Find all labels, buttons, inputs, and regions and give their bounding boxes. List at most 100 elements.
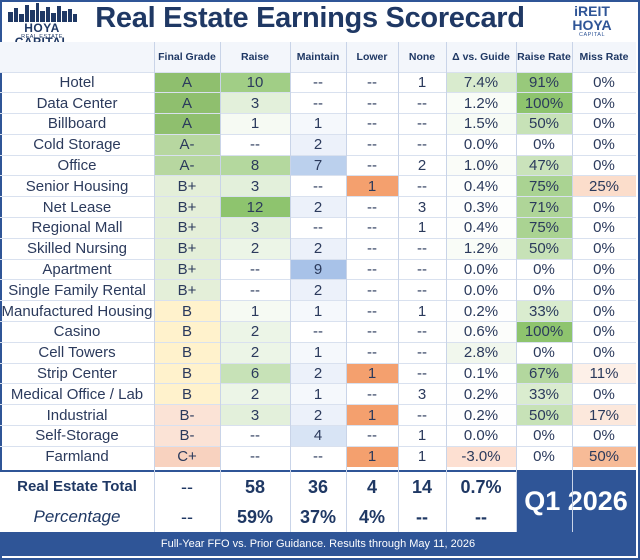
delta-cell: 1.2% (446, 237, 516, 260)
maintain-cell: 2 (290, 404, 346, 426)
maintain-cell: 1 (290, 341, 346, 364)
lower-cell: -- (346, 237, 398, 260)
raise-cell: 2 (220, 383, 290, 405)
total-grade: -- (181, 477, 193, 497)
table-row: Senior Housing B+ 3 -- 1 -- 0.4% 75% 25% (0, 175, 636, 197)
lower-cell: -- (346, 217, 398, 239)
column-divider (446, 42, 447, 532)
sector-name: Cold Storage (0, 133, 154, 156)
lower-cell: -- (346, 341, 398, 364)
raise-rate-cell: 0% (516, 341, 572, 364)
delta-cell: 0.2% (446, 300, 516, 322)
none-cell: 1 (398, 217, 446, 239)
raise-rate-cell: 50% (516, 404, 572, 426)
sector-name: Medical Office / Lab (0, 383, 154, 405)
delta-cell: 0.3% (446, 196, 516, 218)
sector-name: Industrial (0, 404, 154, 426)
grade-cell: B+ (154, 217, 220, 239)
header: HOYA CAPITAL REAL ESTATE Real Estate Ear… (0, 0, 636, 49)
total-delta: 0.7% (460, 477, 502, 497)
delta-cell: 2.8% (446, 341, 516, 364)
sector-name: Skilled Nursing (0, 237, 154, 260)
table-row: Self-Storage B- -- 4 -- 1 0.0% 0% 0% (0, 425, 636, 447)
maintain-cell: 9 (290, 258, 346, 280)
none-cell: 1 (398, 71, 446, 93)
raise-rate-cell: 67% (516, 362, 572, 384)
col-header-delta: Δ vs. Guide (446, 42, 516, 72)
miss-rate-cell: 0% (572, 92, 636, 114)
none-cell: 1 (398, 425, 446, 447)
maintain-cell: 2 (290, 279, 346, 301)
total-none: 14 (411, 477, 433, 497)
delta-cell: 0.0% (446, 425, 516, 447)
sector-name: Strip Center (0, 362, 154, 384)
raise-rate-cell: 91% (516, 71, 572, 93)
raise-cell: 2 (220, 237, 290, 260)
percentage-label: Percentage (33, 507, 121, 526)
miss-rate-cell: 0% (572, 217, 636, 239)
raise-rate-cell: 0% (516, 133, 572, 156)
none-cell: 3 (398, 196, 446, 218)
lower-cell: -- (346, 71, 398, 93)
table-row: Regional Mall B+ 3 -- -- 1 0.4% 75% 0% (0, 217, 636, 239)
table-row: Data Center A 3 -- -- -- 1.2% 100% 0% (0, 92, 636, 114)
logo-right-line1: iREIT (574, 3, 610, 19)
total-label: Real Estate Total (17, 478, 137, 495)
raise-rate-cell: 0% (516, 279, 572, 301)
maintain-cell: -- (290, 445, 346, 468)
raise-rate-cell: 33% (516, 300, 572, 322)
sector-name: Self-Storage (0, 425, 154, 447)
raise-cell: 12 (220, 196, 290, 218)
col-header-lower: Lower (346, 42, 398, 72)
grade-cell: A (154, 71, 220, 93)
col-header-raise-rate: Raise Rate (516, 42, 572, 72)
delta-cell: 1.5% (446, 113, 516, 135)
miss-rate-cell: 0% (572, 113, 636, 135)
lower-cell: -- (346, 279, 398, 301)
raise-cell: 6 (220, 362, 290, 384)
miss-rate-cell: 0% (572, 71, 636, 93)
miss-rate-cell: 0% (572, 341, 636, 364)
lower-cell: 1 (346, 445, 398, 468)
delta-cell: 0.6% (446, 321, 516, 343)
raise-cell: -- (220, 258, 290, 280)
raise-rate-cell: 0% (516, 425, 572, 447)
none-cell: -- (398, 362, 446, 384)
percentage-grade: -- (181, 507, 193, 527)
miss-rate-cell: 25% (572, 175, 636, 197)
lower-cell: -- (346, 258, 398, 280)
grade-cell: B (154, 321, 220, 343)
col-header-grade: Final Grade (154, 42, 220, 72)
lower-cell: -- (346, 113, 398, 135)
sector-col-header (0, 42, 154, 72)
raise-cell: 8 (220, 154, 290, 176)
raise-rate-cell: 0% (516, 258, 572, 280)
table-row: Cold Storage A- -- 2 -- -- 0.0% 0% 0% (0, 133, 636, 156)
delta-cell: 0.2% (446, 383, 516, 405)
miss-rate-cell: 50% (572, 445, 636, 468)
ireit-hoya-logo: iREIT HOYA CAPITAL (556, 4, 628, 40)
raise-rate-cell: 33% (516, 383, 572, 405)
table-row: Apartment B+ -- 9 -- -- 0.0% 0% 0% (0, 258, 636, 280)
sector-name: Cell Towers (0, 341, 154, 364)
miss-rate-cell: 0% (572, 196, 636, 218)
table-row: Medical Office / Lab B 2 1 -- 3 0.2% 33% 0% (0, 383, 636, 405)
delta-cell: 0.4% (446, 217, 516, 239)
table-row: Hotel A 10 -- -- 1 7.4% 91% 0% (0, 71, 636, 93)
miss-rate-cell: 0% (572, 321, 636, 343)
delta-cell: 0.0% (446, 279, 516, 301)
delta-cell: 1.0% (446, 154, 516, 176)
raise-cell: -- (220, 133, 290, 156)
raise-rate-cell: 50% (516, 113, 572, 135)
table-row: Billboard A 1 1 -- -- 1.5% 50% 0% (0, 113, 636, 135)
raise-rate-cell: 71% (516, 196, 572, 218)
lower-cell: -- (346, 133, 398, 156)
grade-cell: A (154, 92, 220, 114)
raise-cell: 3 (220, 175, 290, 197)
raise-cell: -- (220, 425, 290, 447)
table-row: Office A- 8 7 -- 2 1.0% 47% 0% (0, 154, 636, 176)
table-header-row: Final Grade Raise Maintain Lower None Δ … (0, 42, 636, 72)
miss-rate-cell: 0% (572, 300, 636, 322)
delta-cell: 7.4% (446, 71, 516, 93)
grade-cell: A- (154, 154, 220, 176)
